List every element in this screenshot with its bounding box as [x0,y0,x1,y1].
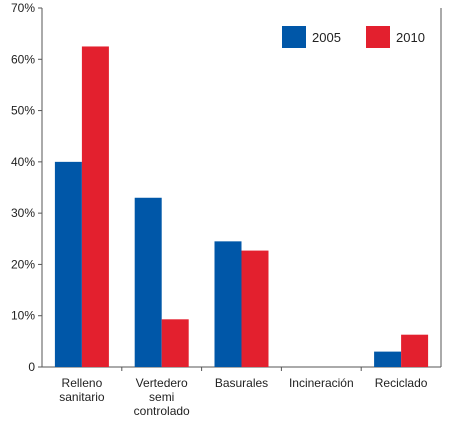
x-category-label-line: Basurales [215,376,268,390]
y-tick-label: 60% [11,52,35,66]
y-ticks: 0 10% 20% 30% 40% 50% 60% 70% [11,1,42,374]
x-category-label-line: Incineración [289,376,354,390]
bar-2005-cat2 [214,241,242,367]
legend-label-2010: 2010 [396,30,425,45]
y-tick-label: 10% [11,309,35,323]
x-category-label: Incineración [289,376,354,390]
legend: 2005 2010 [282,26,425,48]
y-tick-label: 0 [28,360,35,374]
x-category-label: Reciclado [375,376,428,390]
x-category-labels: Relleno sanitario Vertedero semi controlado B… [59,367,428,418]
legend-swatch-2005 [282,26,306,48]
y-tick-label: 20% [11,257,35,271]
bar-2005-cat4 [374,351,402,367]
x-category-label-line: semi [149,390,174,404]
x-category-label-line: sanitario [59,390,105,404]
bar-2005-cat0 [54,161,82,367]
y-tick-label: 30% [11,206,35,220]
x-category-label-line: Reciclado [375,376,428,390]
x-category-label-line: Relleno [62,376,103,390]
bar-2010-cat1 [161,319,189,367]
bars [54,46,429,367]
legend-label-2005: 2005 [312,30,341,45]
x-category-label-line: Vertedero [136,376,188,390]
bar-2005-cat1 [134,197,162,367]
legend-swatch-2010 [366,26,390,48]
bar-2010-cat0 [81,46,109,367]
x-category-label: Relleno sanitario [59,376,105,404]
y-tick-label: 50% [11,104,35,118]
y-tick-label: 40% [11,155,35,169]
x-category-label-line: controlado [134,404,190,418]
bar-2010-cat4 [401,334,429,367]
y-tick-label: 70% [11,1,35,15]
bar-2010-cat2 [241,250,269,367]
x-category-label: Vertedero semi controlado [134,376,190,418]
x-category-label: Basurales [215,376,268,390]
